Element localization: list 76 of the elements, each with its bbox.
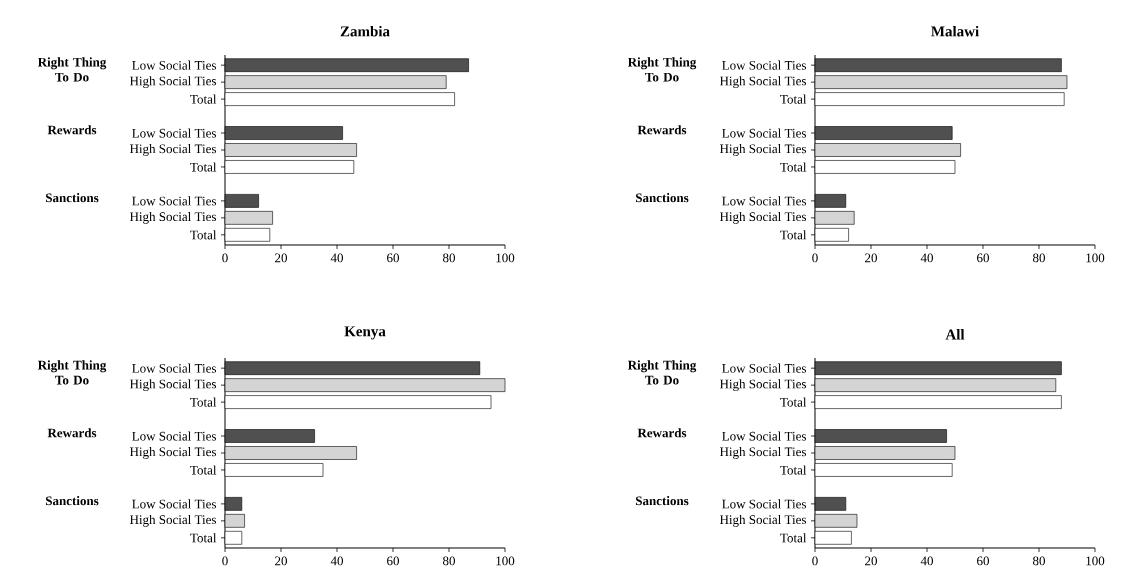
y-tick-label: High Social Ties <box>719 76 807 89</box>
y-tick-label: High Social Ties <box>129 144 217 156</box>
y-tick-label: Low Social Ties <box>722 499 807 509</box>
y-tick-label: High Social Ties <box>129 514 217 527</box>
y-tick-label: Total <box>190 230 217 240</box>
y-tick-label: Low Social Ties <box>132 499 217 509</box>
y-tick-label: Low Social Ties <box>722 363 807 373</box>
x-tick-label: 0 <box>812 556 818 566</box>
y-tick-label: High Social Ties <box>719 211 807 224</box>
y-tick-label: High Social Ties <box>129 211 217 224</box>
y-tick-label: Total <box>780 465 807 475</box>
text: Right Thing To Do <box>37 57 107 82</box>
x-tick-label: 40 <box>330 253 344 263</box>
x-tick-label: 20 <box>275 556 288 566</box>
y-tick-label: Low Social Ties <box>722 128 807 138</box>
y-tick-label: High Social Ties <box>719 514 807 527</box>
y-tick-label: Low Social Ties <box>132 431 217 441</box>
text: Rewards <box>637 125 687 135</box>
y-tick-label: Total <box>190 94 217 104</box>
y-tick-label: Total <box>780 230 807 240</box>
y-tick-label: Total <box>780 533 807 543</box>
x-tick-label: 20 <box>275 253 288 263</box>
chart-title: Malawi <box>931 25 979 37</box>
y-tick-label: Low Social Ties <box>132 128 217 138</box>
text: Sanctions <box>635 193 689 203</box>
text: Rewards <box>637 428 687 438</box>
x-tick-label: 0 <box>222 253 228 263</box>
text: Rewards <box>47 125 97 135</box>
text: Sanctions <box>45 193 99 203</box>
x-tick-label: 20 <box>865 556 878 566</box>
y-tick-label: Low Social Ties <box>722 60 807 70</box>
x-tick-label: 100 <box>496 253 515 263</box>
x-tick-label: 80 <box>1033 556 1045 566</box>
x-tick-label: 100 <box>496 556 515 566</box>
x-tick-label: 60 <box>977 253 989 263</box>
y-tick-label: Low Social Ties <box>132 60 217 70</box>
text: Rewards <box>47 428 97 438</box>
x-tick-label: 0 <box>812 253 818 263</box>
y-tick-label: Low Social Ties <box>722 196 807 206</box>
x-tick-label: 20 <box>865 253 878 263</box>
y-tick-label: High Social Ties <box>129 76 217 89</box>
text: Right Thing To Do <box>627 360 697 385</box>
x-tick-label: 80 <box>443 253 456 263</box>
y-tick-label: Total <box>780 94 807 104</box>
x-tick-label: 60 <box>387 253 400 263</box>
y-tick-label: Total <box>190 397 217 407</box>
x-tick-label: 100 <box>1086 253 1105 263</box>
text: Sanctions <box>635 496 689 506</box>
y-tick-label: High Social Ties <box>719 447 807 459</box>
y-tick-label: High Social Ties <box>129 447 217 459</box>
x-tick-label: 60 <box>387 556 400 566</box>
x-tick-label: 40 <box>330 556 344 566</box>
y-tick-label: High Social Ties <box>129 379 217 392</box>
chart-title: All <box>945 329 965 340</box>
text: Right Thing To Do <box>37 360 107 385</box>
y-tick-label: Total <box>190 465 217 475</box>
x-tick-label: 60 <box>977 556 989 566</box>
y-tick-label: High Social Ties <box>719 379 807 392</box>
y-tick-label: Low Social Ties <box>132 363 217 373</box>
x-tick-label: 40 <box>920 556 933 566</box>
chart-title: Kenya <box>344 326 386 340</box>
y-tick-label: Total <box>190 162 217 172</box>
x-tick-label: 80 <box>1033 253 1045 263</box>
y-tick-label: Low Social Ties <box>722 431 807 441</box>
x-tick-label: 100 <box>1086 556 1105 566</box>
y-tick-label: High Social Ties <box>719 144 807 156</box>
y-tick-label: Total <box>780 397 807 407</box>
x-tick-label: 0 <box>222 556 228 566</box>
chart-title: Zambia <box>340 25 390 37</box>
text: Sanctions <box>45 496 99 506</box>
x-tick-label: 40 <box>920 253 933 263</box>
text: Right Thing To Do <box>627 57 697 82</box>
y-tick-label: Total <box>190 533 217 543</box>
x-tick-label: 80 <box>443 556 456 566</box>
y-tick-label: Total <box>780 162 807 172</box>
y-tick-label: Low Social Ties <box>132 196 217 206</box>
